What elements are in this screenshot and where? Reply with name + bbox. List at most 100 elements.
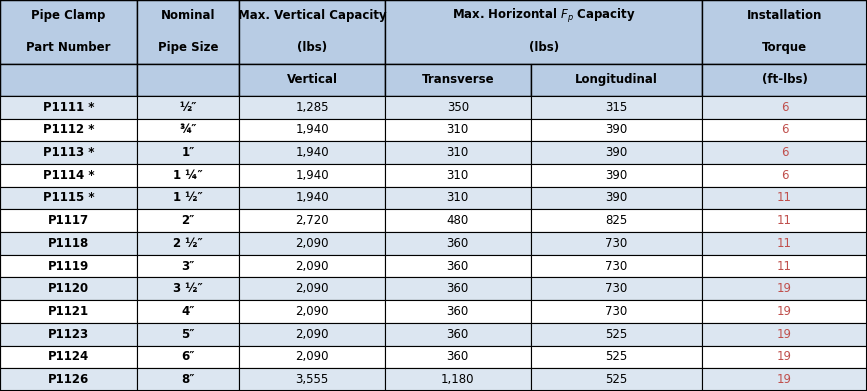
Bar [137,368,239,391]
Text: 360: 360 [447,282,469,295]
Bar [239,164,385,187]
Bar [702,278,867,300]
Text: 2,090: 2,090 [296,350,329,364]
Bar [239,187,385,209]
Bar [239,209,385,232]
Text: 8″: 8″ [181,373,195,386]
Bar [702,346,867,368]
Text: P1123: P1123 [48,328,89,341]
Bar [385,209,531,232]
Text: 1 ¼″: 1 ¼″ [173,169,203,182]
Bar [0,0,137,64]
Bar [702,141,867,164]
Bar [385,368,531,391]
Bar [137,255,239,278]
Bar [239,64,385,96]
Text: 1 ½″: 1 ½″ [173,192,203,204]
Bar [239,300,385,323]
Bar [385,0,702,64]
Text: P1115 *: P1115 * [42,192,95,204]
Text: 730: 730 [605,282,628,295]
Text: 525: 525 [605,328,628,341]
Bar [137,64,239,96]
Text: 5″: 5″ [181,328,195,341]
Bar [531,187,702,209]
Text: 390: 390 [605,146,628,159]
Bar [385,141,531,164]
Text: P1120: P1120 [48,282,89,295]
Bar [137,164,239,187]
Text: 350: 350 [447,100,469,114]
Bar [531,118,702,141]
Text: P1114 *: P1114 * [42,169,95,182]
Text: Pipe Size: Pipe Size [158,41,218,54]
Bar [239,278,385,300]
Text: 3 ½″: 3 ½″ [173,282,203,295]
Text: P1113 *: P1113 * [42,146,95,159]
Bar [531,141,702,164]
Bar [239,0,385,64]
Text: ¾″: ¾″ [179,123,197,136]
Bar [239,368,385,391]
Bar [0,368,137,391]
Text: 310: 310 [447,192,469,204]
Bar [0,300,137,323]
Text: 3″: 3″ [181,260,195,273]
Bar [702,232,867,255]
Text: 2″: 2″ [181,214,195,227]
Text: 480: 480 [447,214,469,227]
Bar [137,141,239,164]
Bar [0,187,137,209]
Bar [385,300,531,323]
Text: Torque: Torque [762,41,807,54]
Text: 2 ½″: 2 ½″ [173,237,203,250]
Text: 6: 6 [781,146,788,159]
Text: 19: 19 [777,305,792,318]
Bar [0,232,137,255]
Bar [702,300,867,323]
Bar [239,346,385,368]
Text: 11: 11 [777,260,792,273]
Text: 825: 825 [605,214,628,227]
Bar [385,323,531,346]
Bar [239,323,385,346]
Text: 525: 525 [605,373,628,386]
Bar [137,232,239,255]
Bar [0,164,137,187]
Text: 19: 19 [777,282,792,295]
Text: 1,285: 1,285 [296,100,329,114]
Text: 730: 730 [605,260,628,273]
Text: P1112 *: P1112 * [42,123,95,136]
Text: 360: 360 [447,305,469,318]
Text: 2,090: 2,090 [296,260,329,273]
Text: 730: 730 [605,305,628,318]
Bar [702,368,867,391]
Bar [531,300,702,323]
Text: P1124: P1124 [48,350,89,364]
Text: 2,090: 2,090 [296,305,329,318]
Bar [0,96,137,118]
Text: (lbs): (lbs) [297,41,327,54]
Text: Transverse: Transverse [421,74,494,86]
Text: P1119: P1119 [48,260,89,273]
Text: (ft-lbs): (ft-lbs) [762,74,807,86]
Text: 4″: 4″ [181,305,195,318]
Bar [137,0,239,64]
Bar [702,209,867,232]
Text: 310: 310 [447,146,469,159]
Text: Max. Horizontal $\mathit{F}_p$ Capacity: Max. Horizontal $\mathit{F}_p$ Capacity [452,7,636,25]
Text: 6: 6 [781,100,788,114]
Text: 315: 315 [605,100,628,114]
Text: 525: 525 [605,350,628,364]
Bar [0,346,137,368]
Bar [385,96,531,118]
Bar [531,255,702,278]
Bar [702,118,867,141]
Text: 2,090: 2,090 [296,282,329,295]
Text: 1,940: 1,940 [296,146,329,159]
Text: Vertical: Vertical [287,74,337,86]
Bar [385,278,531,300]
Text: Nominal: Nominal [161,9,215,22]
Bar [137,96,239,118]
Text: 2,090: 2,090 [296,328,329,341]
